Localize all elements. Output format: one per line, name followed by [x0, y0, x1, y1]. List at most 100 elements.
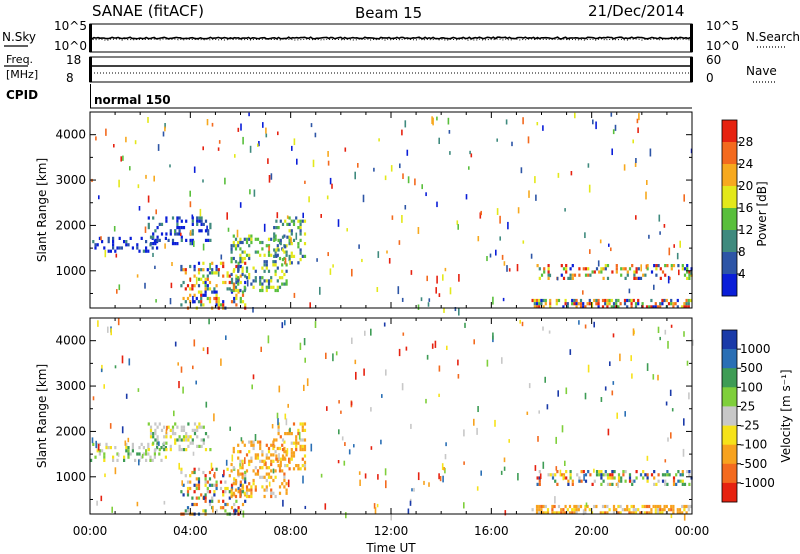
echo-cell [232, 446, 235, 451]
echo-cell [297, 441, 300, 445]
colorbar-tick-label: 1000 [740, 342, 771, 356]
echo-cell [261, 240, 264, 245]
echo-cell [211, 499, 214, 503]
echo-cell [213, 483, 216, 487]
echo-cell [290, 261, 293, 265]
freq-label: Freq. [6, 53, 33, 66]
echo-cell [98, 449, 101, 453]
echo-cell [271, 424, 274, 429]
echo-cell [241, 459, 244, 463]
echo-cell [620, 267, 623, 271]
echo-cell [136, 243, 139, 247]
echo-cell [553, 504, 556, 509]
echo-cell [144, 282, 146, 289]
echo-cell [244, 457, 246, 465]
echo-cell [244, 474, 247, 478]
echo-cell [217, 268, 220, 272]
echo-cell [547, 270, 550, 274]
echo-cell [443, 467, 445, 471]
echo-cell [265, 285, 268, 289]
echo-cell [407, 508, 410, 514]
echo-cell [259, 446, 262, 451]
echo-cell [187, 422, 190, 426]
echo-cell [626, 508, 629, 512]
echo-cell [504, 510, 507, 516]
echo-cell [655, 482, 658, 486]
echo-cell [125, 393, 128, 399]
echo-cell [209, 222, 212, 226]
echo-cell [245, 269, 249, 273]
echo-cell [261, 266, 264, 270]
echo-cell [169, 448, 172, 452]
echo-cell [661, 508, 664, 512]
echo-cell [265, 443, 268, 447]
echo-cell [649, 148, 652, 157]
echo-cell [165, 216, 168, 220]
echo-cell [283, 282, 286, 286]
echo-cell [233, 300, 236, 304]
echo-cell [438, 393, 440, 398]
echo-cell [546, 404, 549, 410]
echo-cell [608, 302, 611, 306]
echo-cell [230, 506, 234, 510]
echo-cell [376, 287, 379, 293]
echo-cell [635, 276, 638, 280]
echo-cell [134, 458, 137, 462]
echo-cell [598, 473, 601, 477]
echo-cell [655, 267, 658, 271]
echo-cell [597, 305, 600, 309]
echo-cell [630, 504, 633, 509]
echo-cell [263, 475, 266, 479]
echo-cell [284, 219, 287, 223]
echo-cell [277, 425, 280, 429]
echo-cell [540, 508, 543, 512]
echo-cell [248, 462, 251, 467]
echo-cell [149, 455, 152, 459]
echo-cell [385, 480, 387, 489]
echo-cell [679, 473, 682, 477]
echo-cell [227, 227, 230, 232]
echo-cell [645, 264, 648, 269]
y-tick-label: 3000 [55, 379, 86, 393]
echo-cell [560, 508, 563, 512]
echo-cell [508, 268, 511, 272]
echo-cell [676, 508, 679, 512]
colorbar-swatch [722, 406, 737, 426]
echo-cell [667, 302, 671, 306]
echo-cell [544, 376, 546, 383]
echo-cell [202, 222, 205, 226]
echo-cell [457, 224, 459, 230]
echo-cell [686, 276, 689, 280]
echo-cell [230, 491, 233, 495]
echo-cell [176, 438, 179, 442]
echo-cell [281, 482, 284, 486]
echo-cell [140, 455, 143, 459]
echo-cell [196, 444, 199, 448]
echo-cell [252, 266, 255, 270]
echo-cell [335, 351, 338, 356]
echo-cell [180, 268, 183, 272]
echo-cell [164, 243, 166, 249]
echo-cell [297, 432, 300, 436]
echo-cell [259, 443, 262, 447]
echo-cell [186, 506, 190, 510]
echo-cell [685, 298, 688, 303]
echo-cell [163, 500, 166, 505]
echo-cell [252, 307, 254, 313]
echo-cell [169, 435, 172, 439]
echo-cell [237, 240, 240, 245]
echo-cell [107, 326, 109, 333]
echo-cell [544, 511, 547, 515]
echo-cell [549, 305, 552, 309]
echo-cell [219, 303, 223, 307]
echo-cell [234, 260, 238, 264]
echo-cell [531, 508, 534, 512]
echo-cell [202, 438, 205, 442]
echo-cell [245, 488, 249, 492]
echo-cell [171, 216, 175, 220]
echo-cell [245, 276, 249, 280]
echo-cell [284, 413, 287, 420]
echo-cell [303, 384, 305, 392]
echo-cell [374, 507, 377, 514]
